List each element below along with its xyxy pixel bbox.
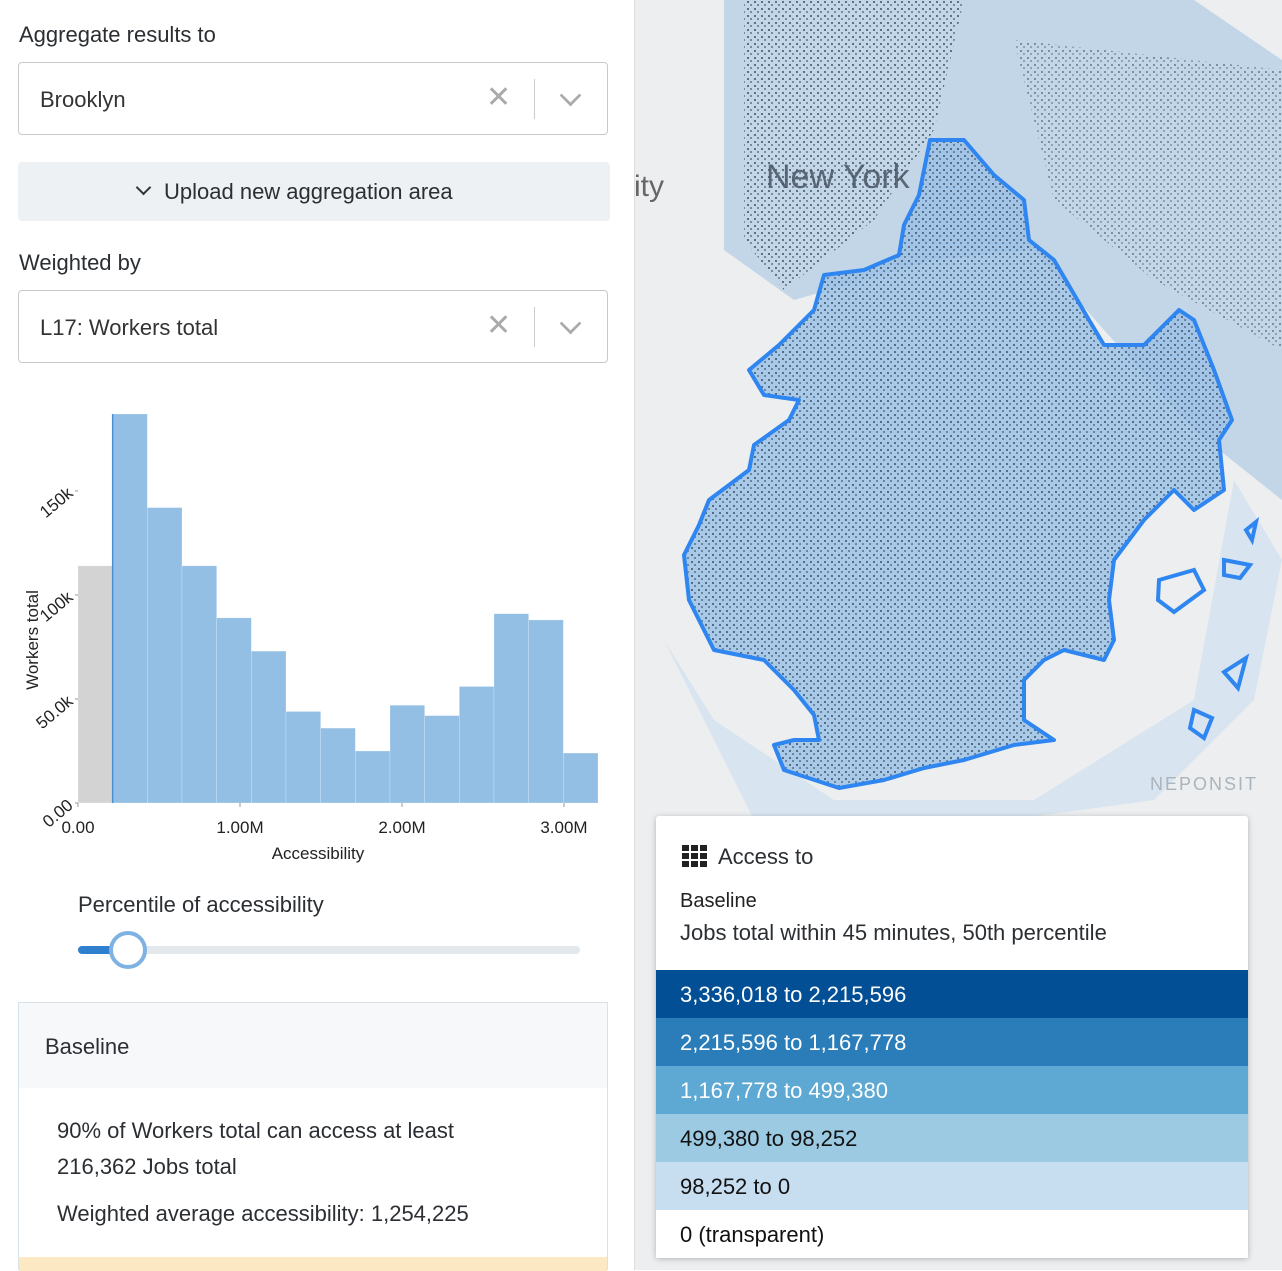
map-label: New York xyxy=(766,158,911,196)
slider-handle[interactable] xyxy=(109,931,148,969)
legend-row-label: 0 (transparent) xyxy=(680,1222,825,1247)
summary-card: Baseline 90% of Workers total can access… xyxy=(18,1002,608,1271)
x-tick-label: 3.00M xyxy=(540,818,587,837)
slider[interactable] xyxy=(78,930,580,970)
y-tick-label: 50.0k xyxy=(32,691,76,733)
x-tick-label: 0.00 xyxy=(61,818,94,837)
clear-button[interactable]: ✕ xyxy=(486,81,512,114)
summary-statement: 90% of Workers total can access at least… xyxy=(57,1118,454,1179)
histogram-bar xyxy=(389,704,425,804)
histogram-bar xyxy=(355,750,391,804)
aggregation-area-outline xyxy=(1155,516,1260,742)
histogram-bar xyxy=(320,727,356,804)
legend-row: 1,167,778 to 499,380 xyxy=(656,1066,1248,1114)
dropdown-arrow[interactable] xyxy=(559,84,582,107)
y-axis-label: Workers total xyxy=(23,590,42,690)
aggregate-label: Aggregate results to xyxy=(19,22,216,47)
summary-header: Baseline xyxy=(19,1003,607,1088)
legend-row-label: 1,167,778 to 499,380 xyxy=(680,1078,888,1103)
histogram-bar xyxy=(459,686,495,804)
weight-select[interactable]: L17: Workers total ✕ xyxy=(18,290,608,363)
histogram-bar xyxy=(285,711,321,804)
legend-row-label: 3,336,018 to 2,215,596 xyxy=(680,982,907,1007)
histogram-bar xyxy=(147,507,183,804)
histogram-bar xyxy=(216,617,252,804)
aggregation-area-outline xyxy=(682,138,1234,790)
histogram-bar xyxy=(251,650,287,804)
legend-row-label: 2,215,596 to 1,167,778 xyxy=(680,1030,907,1055)
x-tick-label: 2.00M xyxy=(378,818,425,837)
separator xyxy=(534,307,535,347)
legend: Access to Baseline Jobs total within 45 … xyxy=(656,816,1248,1258)
histogram-bar xyxy=(112,413,148,804)
map-density xyxy=(1014,40,1282,350)
legend-row: 0 (transparent) xyxy=(656,1210,1248,1258)
histogram-bar xyxy=(77,565,113,804)
legend-row-label: 499,380 to 98,252 xyxy=(680,1126,858,1151)
legend-row: 98,252 to 0 xyxy=(656,1162,1248,1210)
map-label: NEPONSIT xyxy=(1150,774,1258,794)
aggregate-select[interactable]: Brooklyn ✕ xyxy=(18,62,608,135)
warning-strip xyxy=(19,1257,607,1271)
y-tick-label: 150k xyxy=(36,483,77,522)
chevron-icon xyxy=(135,179,152,196)
legend-row: 499,380 to 98,252 xyxy=(656,1114,1248,1162)
x-axis-label: Accessibility xyxy=(272,844,365,863)
legend-row: 2,215,596 to 1,167,778 xyxy=(656,1018,1248,1066)
button-label: Upload new aggregation area xyxy=(164,179,453,204)
summary-title: Baseline xyxy=(45,1034,130,1059)
histogram-bar xyxy=(563,752,599,804)
histogram-bar xyxy=(493,613,529,804)
slider-label: Percentile of accessibility xyxy=(78,892,324,917)
map-label: ity xyxy=(634,170,664,203)
histogram-bar xyxy=(424,715,460,804)
legend-description: Jobs total within 45 minutes, 50th perce… xyxy=(680,920,1107,945)
legend-scenario: Baseline xyxy=(680,890,757,912)
upload-button[interactable]: Upload new aggregation area xyxy=(18,162,610,221)
legend-rows: 3,336,018 to 2,215,596 2,215,596 to 1,167… xyxy=(656,970,1248,1258)
grid-icon xyxy=(682,845,707,867)
legend-row: 3,336,018 to 2,215,596 xyxy=(656,970,1248,1018)
histogram-bar xyxy=(528,619,564,804)
histogram-bar xyxy=(181,565,217,804)
map-density xyxy=(744,0,964,290)
x-tick-label: 1.00M xyxy=(216,818,263,837)
separator xyxy=(534,79,535,119)
summary-average: Weighted average accessibility: 1,254,22… xyxy=(57,1201,469,1226)
dropdown-arrow[interactable] xyxy=(559,312,582,335)
sidebar: Aggregate results to Brooklyn ✕ Upload n… xyxy=(0,0,634,1271)
select-value: Brooklyn xyxy=(40,87,126,112)
slider-track xyxy=(78,946,580,954)
weight-label: Weighted by xyxy=(19,250,141,275)
y-tick-label: 100k xyxy=(36,587,77,626)
select-value: L17: Workers total xyxy=(40,315,219,340)
legend-row-label: 98,252 to 0 xyxy=(680,1174,791,1199)
slider-fill xyxy=(78,946,129,954)
map-coverage xyxy=(664,480,1282,830)
clear-button[interactable]: ✕ xyxy=(486,309,512,342)
legend-title: Access to xyxy=(718,844,814,869)
